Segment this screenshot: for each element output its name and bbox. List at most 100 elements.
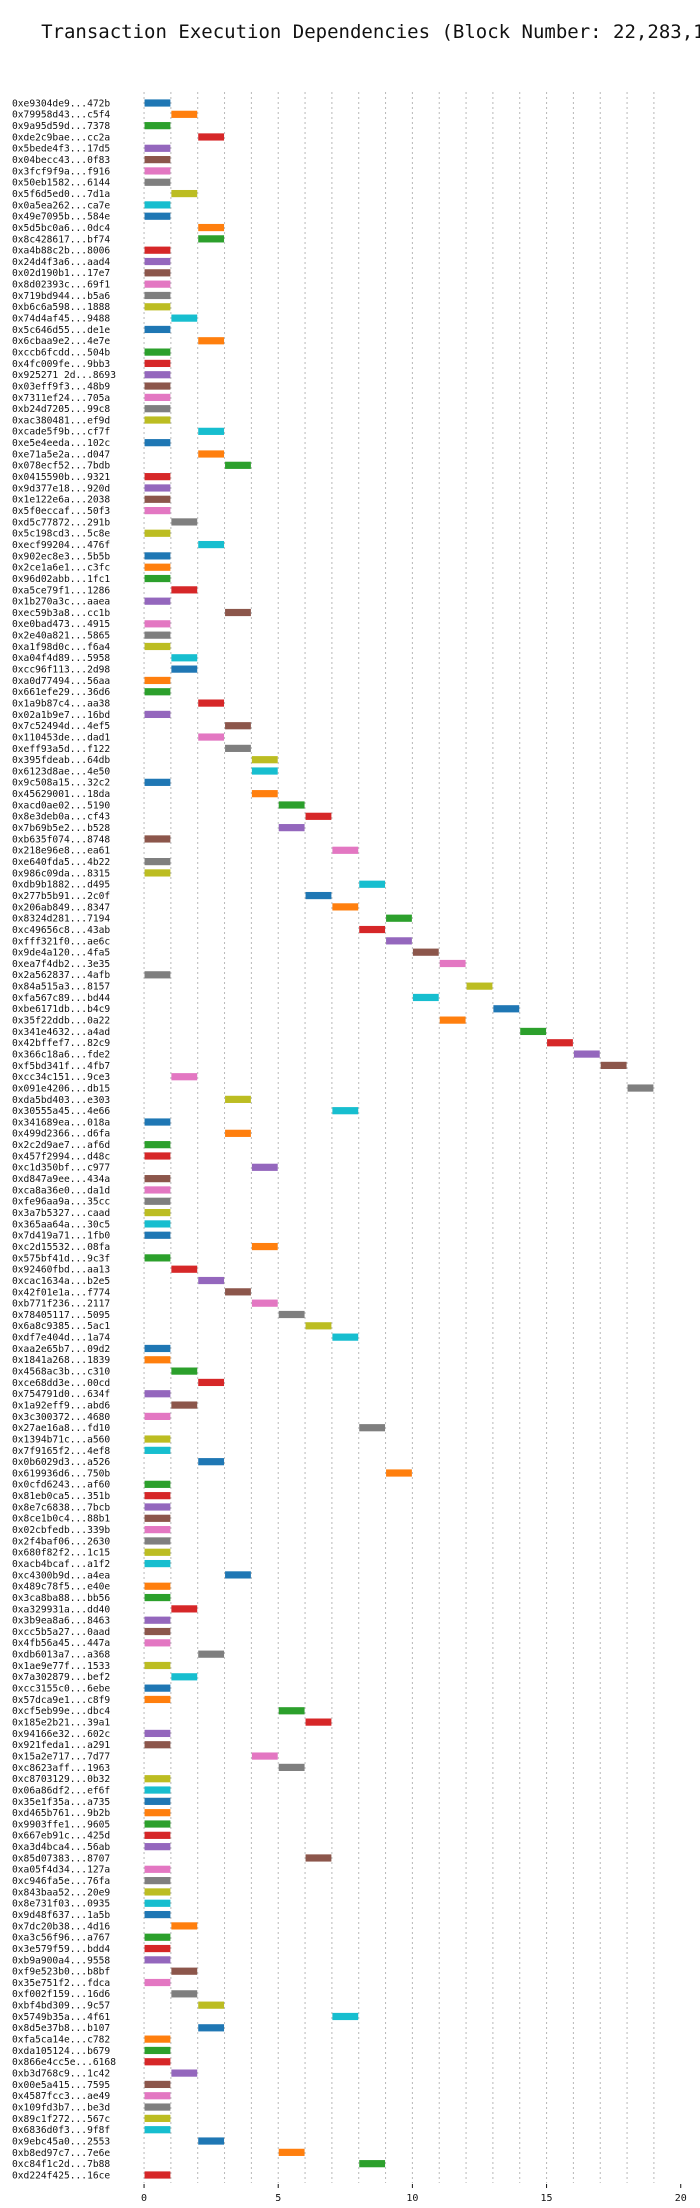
transaction-label: 0x3fcf9f9a...f916 <box>12 166 110 177</box>
transaction-bar <box>144 1446 171 1454</box>
transaction-label: 0x499d2366...d6fa <box>12 1129 110 1140</box>
transaction-label: 0xda105124...b679 <box>12 2046 110 2057</box>
transaction-bar <box>144 1820 171 1828</box>
transaction-label: 0xecf99204...476f <box>12 540 110 551</box>
x-tick-label: 20 <box>675 2193 687 2204</box>
transaction-label: 0x754791d0...634f <box>12 1389 110 1400</box>
transaction-label: 0x1e122e6a...2038 <box>12 495 110 506</box>
transaction-bar <box>144 1593 171 1602</box>
transaction-bar <box>144 1548 171 1556</box>
transaction-label: 0x4587fcc3...ae49 <box>12 2091 110 2102</box>
transaction-label: 0xc49656c8...43ab <box>12 925 110 936</box>
transaction-bar <box>305 812 332 820</box>
transaction-label: 0x7b69b5e2...b528 <box>12 823 110 834</box>
transaction-label: 0x49e7095b...584e <box>12 212 110 223</box>
transaction-label: 0x9903ffe1...9605 <box>12 1819 110 1830</box>
transaction-label: 0xc946fa5e...76fa <box>12 1876 110 1887</box>
transaction-bar <box>466 982 493 990</box>
transaction-bar <box>144 2126 171 2134</box>
transaction-bar <box>171 1990 198 1998</box>
transaction-bar <box>144 858 171 866</box>
transaction-bar <box>171 586 198 594</box>
transaction-label: 0x218e96e8...ea61 <box>12 846 110 857</box>
transaction-bar <box>305 1322 332 1330</box>
transaction-bar <box>198 2137 225 2145</box>
transaction-label: 0xa0d77494...56aa <box>12 676 110 687</box>
transaction-label: 0x1a9b87c4...aa38 <box>12 698 110 709</box>
transaction-bar <box>171 314 198 322</box>
transaction-bar <box>144 1695 171 1704</box>
transaction-label: 0x921feda1...a291 <box>12 1740 110 1751</box>
transaction-label: 0x9d377e18...920d <box>12 483 110 494</box>
transaction-label: 0x96d02abb...1fc1 <box>12 574 110 585</box>
transaction-label: 0x1b270a3c...aaea <box>12 597 110 608</box>
transaction-bar <box>144 507 171 515</box>
transaction-bar <box>144 1559 171 1568</box>
transaction-label: 0x8e731f03...0935 <box>12 1899 110 1910</box>
transaction-bar <box>171 1073 198 1081</box>
transaction-bar <box>144 1526 171 1534</box>
transaction-label: 0x341689ea...018a <box>12 1117 110 1128</box>
transaction-label: 0x457f2994...d48c <box>12 1151 110 1162</box>
transaction-bar <box>144 778 171 786</box>
transaction-bar <box>171 1967 198 1975</box>
transaction-bar <box>144 1254 171 1262</box>
transaction-label: 0x2ce1a6e1...c3fc <box>12 563 110 574</box>
transaction-bar <box>412 993 439 1002</box>
transaction-bar <box>144 201 171 209</box>
transaction-bar <box>144 1865 171 1873</box>
transaction-label: 0x575bf41d...9c3f <box>12 1253 110 1264</box>
transaction-bar <box>144 869 171 877</box>
transaction-bar <box>144 710 171 719</box>
transaction-bar <box>144 631 171 639</box>
transaction-label: 0xc2d15532...08fa <box>12 1242 110 1253</box>
transaction-bar <box>144 1899 171 1907</box>
transaction-bar <box>144 348 171 356</box>
x-tick-label: 0 <box>141 2193 147 2204</box>
transaction-label: 0x902ec8e3...5b5b <box>12 551 110 562</box>
transaction-label: 0x925271 2d...8693 <box>12 370 116 381</box>
transaction-bar <box>144 1390 171 1398</box>
transaction-bar <box>144 291 171 300</box>
transaction-bar <box>144 1627 171 1636</box>
transaction-label: 0xd847a9ee...434a <box>12 1174 110 1185</box>
transaction-label: 0x366c18a6...fde2 <box>12 1049 110 1060</box>
transaction-label: 0xbf4bd309...9c57 <box>12 2001 110 2012</box>
transaction-label: 0x843baa52...20e9 <box>12 1887 110 1898</box>
transaction-bar <box>386 914 412 922</box>
transaction-bar <box>144 1480 171 1488</box>
transaction-bar <box>144 359 171 368</box>
transaction-bar <box>251 1242 278 1251</box>
transaction-label: 0xe5e4eeda...102c <box>12 438 110 449</box>
transaction-label: 0x42bffef7...82c9 <box>12 1038 110 1049</box>
transaction-bar <box>144 1435 171 1443</box>
transaction-bar <box>144 325 171 334</box>
transaction-bar <box>171 110 198 118</box>
transaction-label: 0xa3c56f96...a767 <box>12 1933 110 1944</box>
transaction-label: 0x00e5a415...7595 <box>12 2080 110 2091</box>
transaction-label: 0xf5bd341f...4fb7 <box>12 1061 110 1072</box>
transaction-bar <box>144 1978 171 1987</box>
transaction-bar <box>198 133 225 141</box>
transaction-label: 0xb24d7205...99c8 <box>12 404 110 415</box>
transaction-bar <box>386 937 412 945</box>
transaction-label: 0x2f4baf06...2630 <box>12 1536 110 1547</box>
transaction-label: 0x365aa64a...30c5 <box>12 1219 110 1230</box>
transaction-bar <box>278 1707 305 1715</box>
transaction-label: 0x06a86df2...ef6f <box>12 1785 110 1796</box>
transaction-label: 0x4fc009fe...9bb3 <box>12 359 110 370</box>
transaction-bar <box>144 1537 171 1545</box>
transaction-label: 0xa1f98d0c...f6a4 <box>12 642 110 653</box>
transaction-label: 0xe9304de9...472b <box>12 98 110 109</box>
transaction-bar <box>198 223 225 232</box>
transaction-label: 0x74d4af45...9488 <box>12 314 110 325</box>
transaction-label: 0xa04f4d89...5958 <box>12 653 110 664</box>
transaction-bar <box>144 835 171 843</box>
transaction-bar <box>278 2148 305 2156</box>
transaction-bar <box>278 824 305 832</box>
transaction-label: 0xe71a5e2a...d047 <box>12 449 110 460</box>
transaction-bar <box>573 1050 600 1058</box>
transaction-label: 0xa4b88c2b...8006 <box>12 246 110 257</box>
transaction-label: 0x84a515a3...8157 <box>12 982 110 993</box>
transaction-label: 0xd5c77872...291b <box>12 517 110 528</box>
